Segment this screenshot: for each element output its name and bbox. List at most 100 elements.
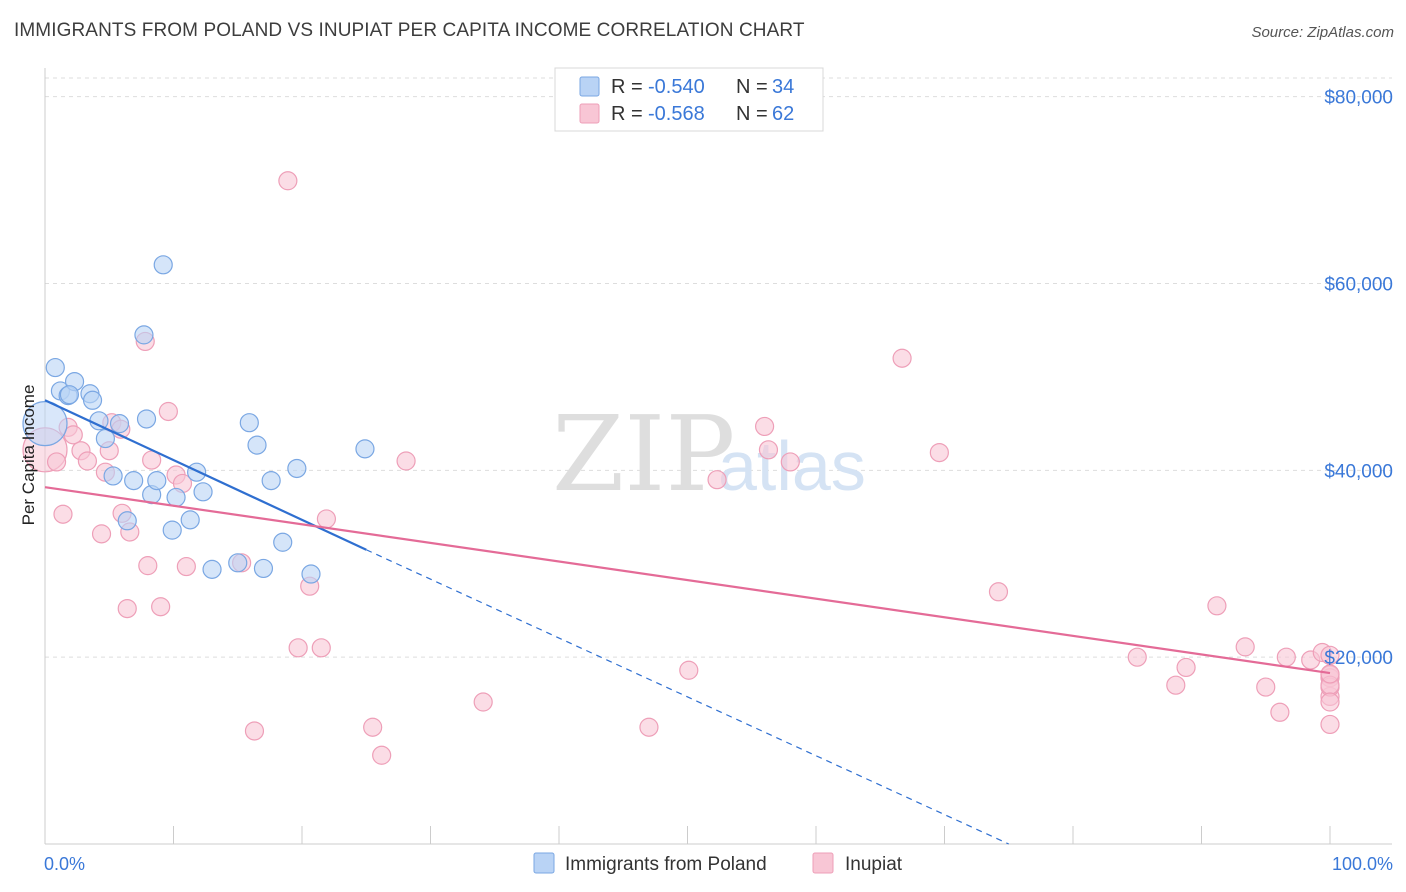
inupiat-point — [679, 660, 699, 680]
inupiat-point — [1270, 702, 1290, 722]
inupiat-point — [363, 717, 383, 737]
inupiat-point — [1320, 645, 1340, 665]
poland-point — [166, 487, 186, 508]
y-tick-label: $20,000 — [1324, 648, 1393, 669]
inupiat-point — [288, 638, 308, 658]
inupiat-point — [46, 452, 67, 472]
inupiat-point — [988, 582, 1009, 602]
poland-point — [239, 413, 259, 433]
legend-n-label-poland: N = — [736, 76, 768, 98]
poland-point — [134, 325, 154, 345]
poland-trend-extension — [366, 549, 1009, 845]
y-tick-label: $40,000 — [1324, 461, 1393, 482]
legend-n-value-poland: 34 — [772, 76, 794, 98]
inupiat-point — [639, 717, 659, 737]
inupiat-point — [1176, 657, 1196, 678]
legend-swatch-inupiat — [579, 103, 600, 124]
inupiat-trend-line — [44, 486, 1331, 675]
inupiat-point — [892, 348, 912, 368]
inupiat-point — [278, 171, 298, 191]
inupiat-point — [53, 504, 73, 524]
series-legend-swatch-inupiat — [812, 852, 834, 874]
inupiat-point — [1320, 692, 1340, 712]
inupiat-point — [1256, 677, 1276, 697]
inupiat-point — [138, 556, 158, 576]
trend-lines — [44, 399, 1331, 845]
source-label: Source: ZipAtlas.com — [1251, 24, 1394, 41]
inupiat-point — [1166, 675, 1186, 695]
inupiat-point — [77, 451, 98, 471]
inupiat-point — [707, 470, 727, 490]
inupiat-point — [1276, 647, 1296, 667]
inupiat-point — [1235, 637, 1255, 657]
poland-point — [261, 471, 281, 491]
inupiat-point — [1320, 664, 1340, 684]
poland-point — [147, 471, 167, 491]
inupiat-point — [244, 721, 265, 741]
inupiat-point — [929, 442, 949, 463]
legend-r-value-inupiat: -0.568 — [648, 103, 705, 125]
inupiat-point — [1207, 596, 1227, 616]
x-tick-label-min: 0.0% — [44, 854, 85, 874]
inupiat-point — [311, 638, 331, 658]
inupiat-point — [780, 452, 800, 472]
correlation-legend: R = -0.540 N = 34 R = -0.568 N = 62 — [554, 67, 824, 132]
inupiat-point — [758, 440, 779, 460]
inupiat-point — [158, 401, 178, 422]
poland-point — [153, 255, 173, 275]
poland-point — [301, 564, 321, 584]
legend-box — [554, 67, 824, 132]
inupiat-points — [22, 171, 1340, 765]
series-legend-label-poland: Immigrants from Poland — [565, 854, 767, 875]
watermark-zip: ZIP — [552, 393, 735, 515]
poland-point — [59, 385, 80, 405]
poland-point — [82, 390, 103, 410]
poland-point — [253, 558, 274, 579]
legend-swatch-poland — [579, 76, 600, 97]
poland-point — [355, 439, 375, 459]
series-legend-label-inupiat: Inupiat — [845, 854, 903, 875]
poland-point — [136, 409, 157, 429]
poland-point — [228, 553, 248, 573]
poland-point — [124, 471, 144, 491]
inupiat-point — [91, 524, 112, 544]
legend-n-label-inupiat: N = — [736, 103, 768, 125]
inupiat-point — [151, 597, 171, 617]
poland-point — [162, 520, 182, 540]
watermark: ZIP atlas — [552, 393, 866, 515]
poland-point — [273, 532, 293, 552]
poland-point — [287, 458, 307, 479]
inupiat-point — [396, 451, 416, 471]
poland-point — [202, 559, 222, 579]
y-tick-label: $60,000 — [1324, 275, 1393, 296]
poland-point — [22, 401, 68, 447]
inupiat-point — [1320, 714, 1340, 735]
x-tick-label-max: 100.0% — [1332, 854, 1393, 874]
inupiat-point — [372, 745, 392, 765]
inupiat-point — [176, 556, 196, 577]
inupiat-point — [117, 598, 137, 619]
poland-point — [180, 510, 200, 530]
legend-n-value-inupiat: 62 — [772, 103, 794, 125]
chart-title: IMMIGRANTS FROM POLAND VS INUPIAT PER CA… — [14, 20, 805, 41]
y-axis-label: Per Capita Income — [19, 385, 38, 526]
poland-point — [247, 435, 267, 455]
inupiat-point — [316, 509, 337, 529]
tick-labels: $20,000 $40,000 $60,000 $80,000 0.0% 100.0% — [44, 88, 1393, 874]
legend-r-value-poland: -0.540 — [648, 76, 705, 98]
legend-r-label-poland: R = — [611, 76, 643, 98]
poland-point — [117, 511, 137, 531]
poland-point — [103, 466, 123, 486]
y-tick-label: $80,000 — [1324, 88, 1393, 109]
series-legend-swatch-poland — [533, 852, 555, 874]
poland-point — [109, 414, 130, 434]
inupiat-point — [1127, 647, 1147, 667]
poland-point — [187, 462, 207, 482]
inupiat-point — [473, 692, 493, 712]
series-legend: Immigrants from Poland Inupiat — [533, 852, 903, 875]
poland-point — [193, 482, 213, 502]
poland-points — [22, 255, 375, 584]
poland-point — [45, 357, 65, 378]
legend-r-label-inupiat: R = — [611, 103, 643, 125]
